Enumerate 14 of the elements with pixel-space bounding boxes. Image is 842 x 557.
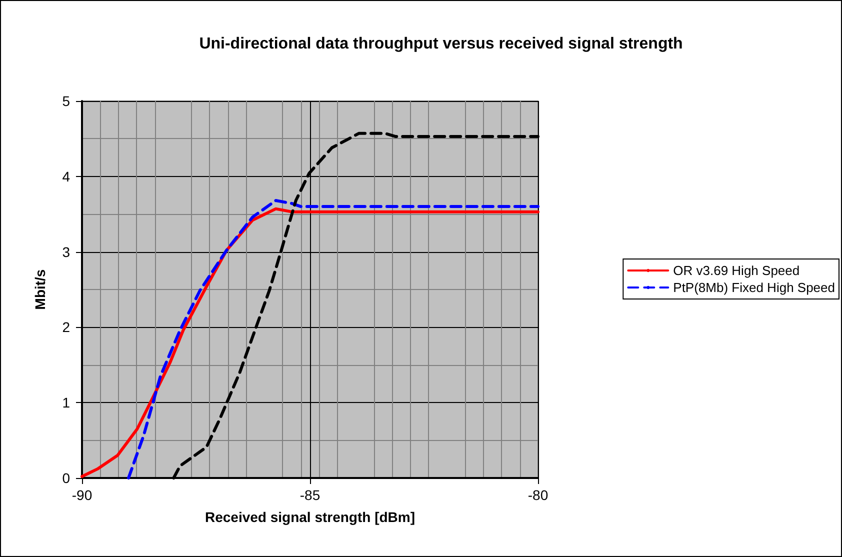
y-tick-label: 4: [62, 168, 70, 184]
y-tick-label: 2: [62, 319, 70, 336]
x-tick-label: -80: [528, 487, 548, 503]
y-axis-title: Mbit/s: [32, 269, 48, 310]
y-tick-label: 0: [62, 470, 70, 486]
legend-label: PtP(8Mb) Fixed High Speed: [673, 280, 836, 295]
y-tick-label: 1: [62, 394, 70, 411]
legend-label: OR v3.69 High Speed: [673, 263, 800, 278]
x-axis-title: Received signal strength [dBm]: [204, 509, 416, 525]
y-tick-label: 5: [62, 93, 70, 109]
x-tick-label: -90: [72, 487, 92, 503]
y-tick-label: 3: [62, 244, 70, 260]
chart-title: Uni-directional data throughput versus received signal strength: [199, 36, 683, 52]
x-tick-label: -85: [300, 487, 320, 503]
